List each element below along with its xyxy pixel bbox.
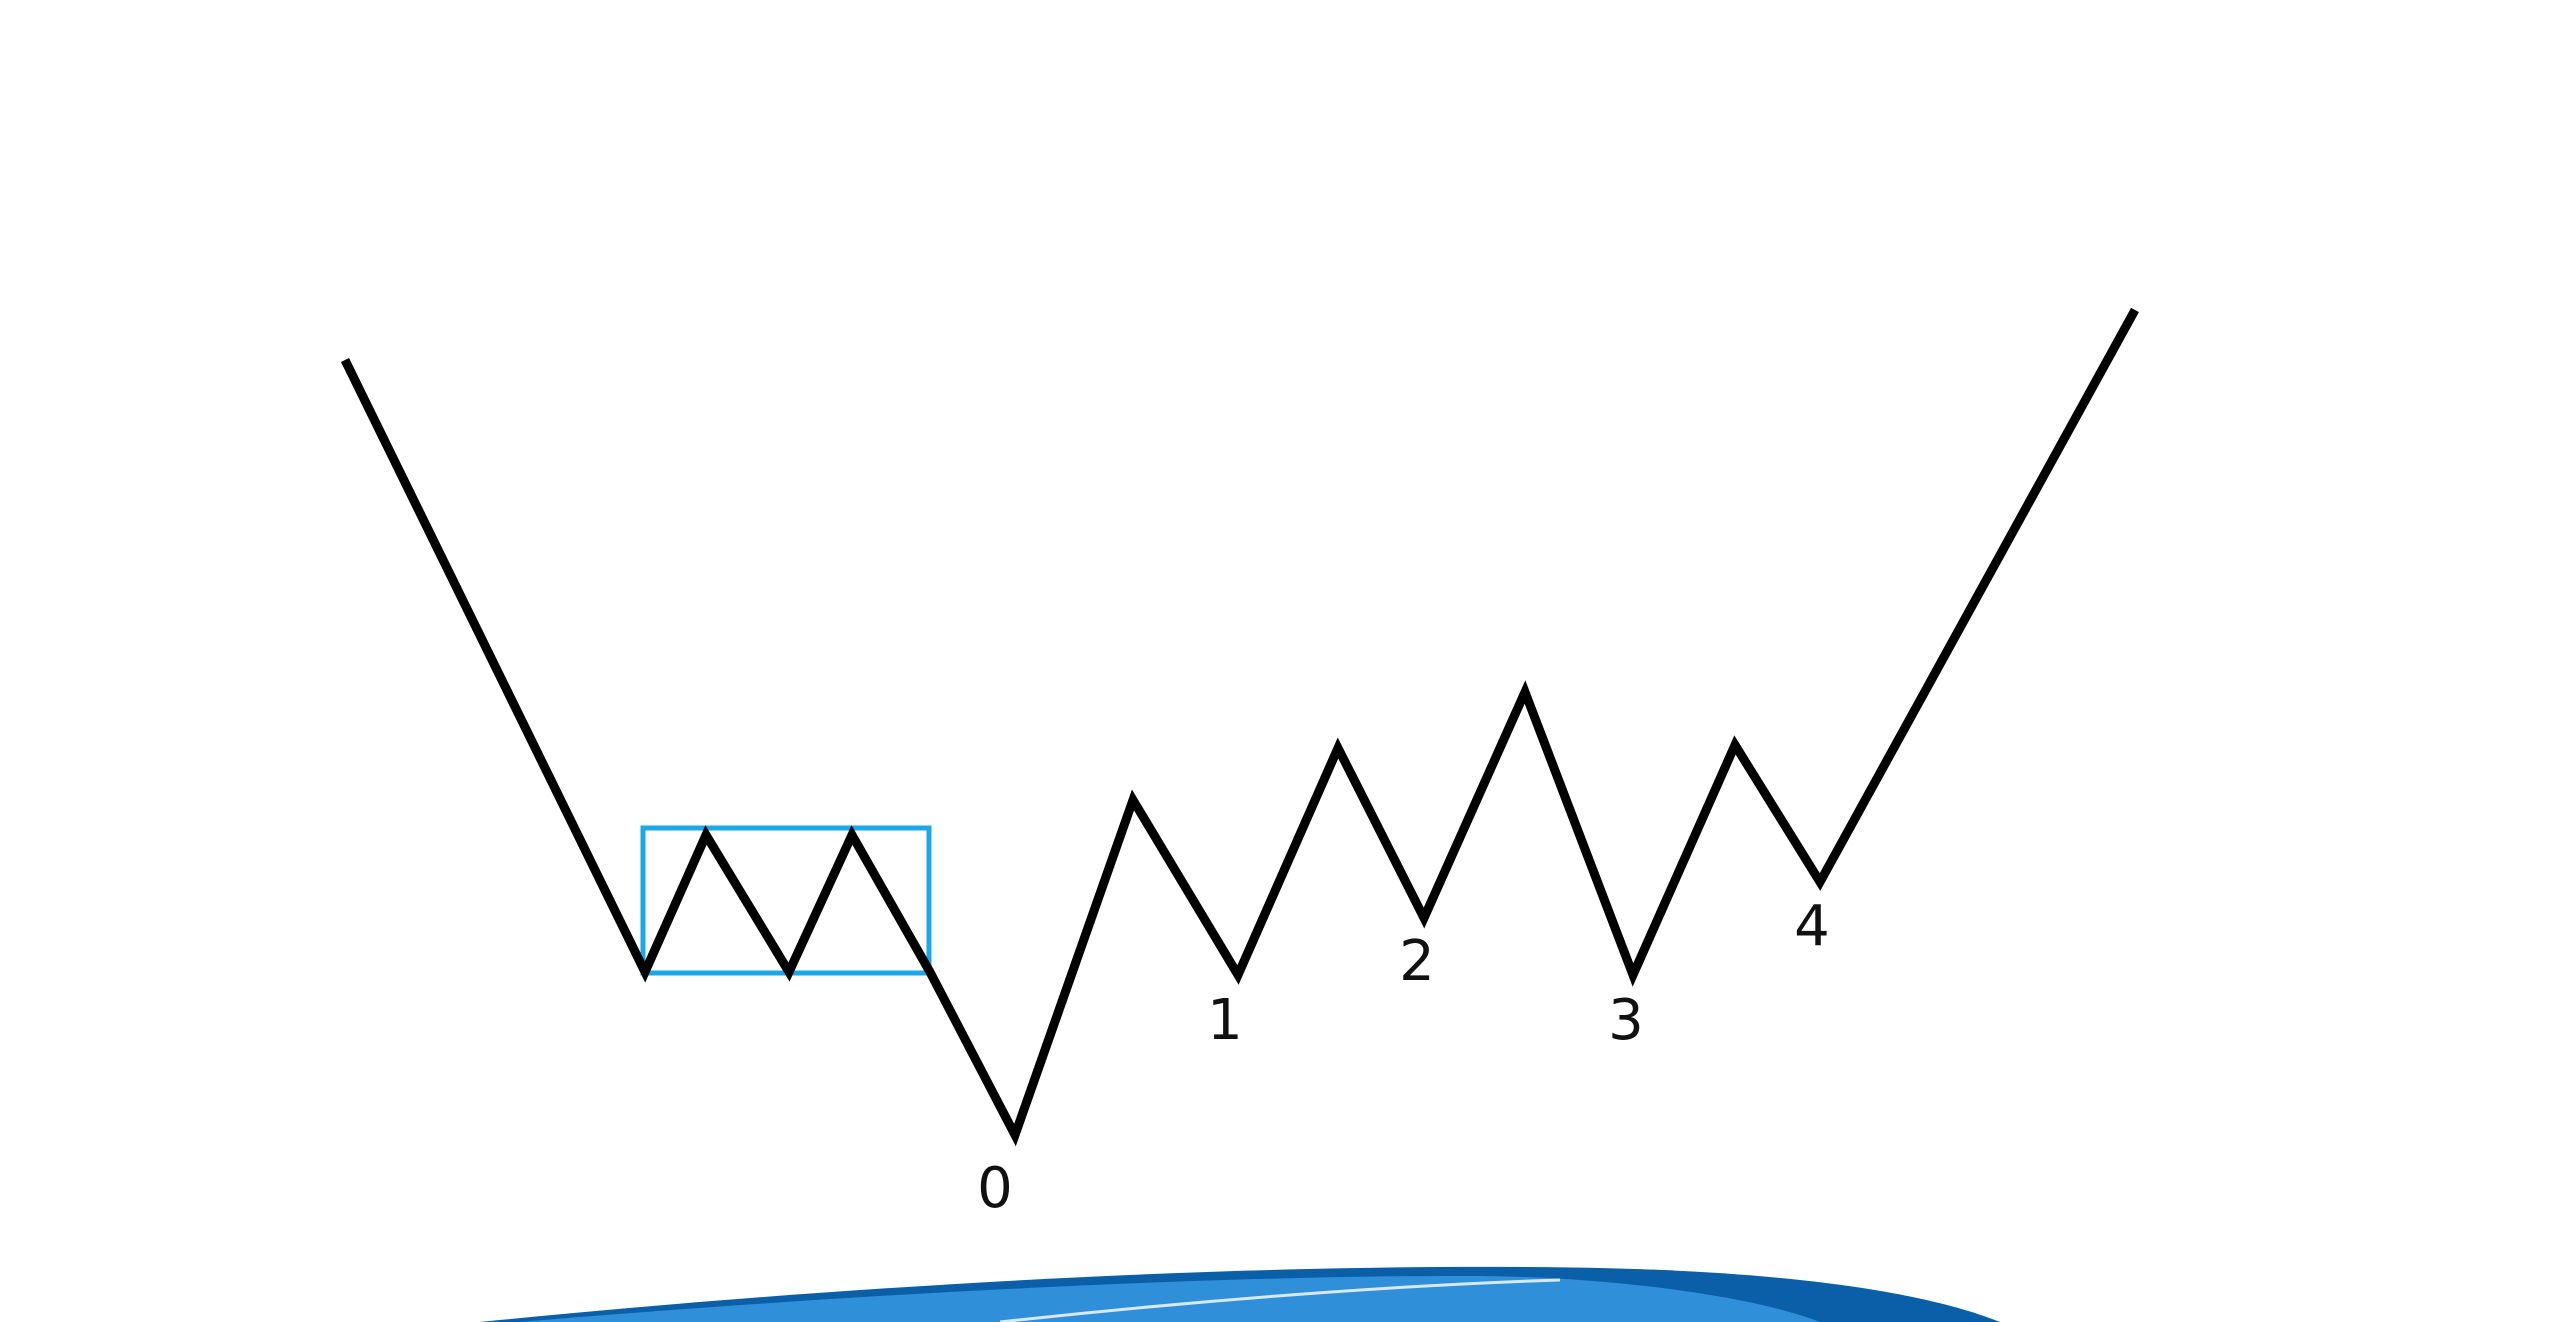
swoosh-highlight [999,1278,1561,1322]
swoosh-front [520,1275,1820,1322]
label-low-2: 2 [1399,929,1435,994]
decorative-swoosh [480,1266,2000,1322]
price-path-line [340,307,2139,1147]
label-low-1: 1 [1207,988,1243,1053]
label-low-3: 3 [1608,988,1644,1053]
label-low-0: 0 [977,1156,1013,1221]
label-low-4: 4 [1794,894,1830,959]
